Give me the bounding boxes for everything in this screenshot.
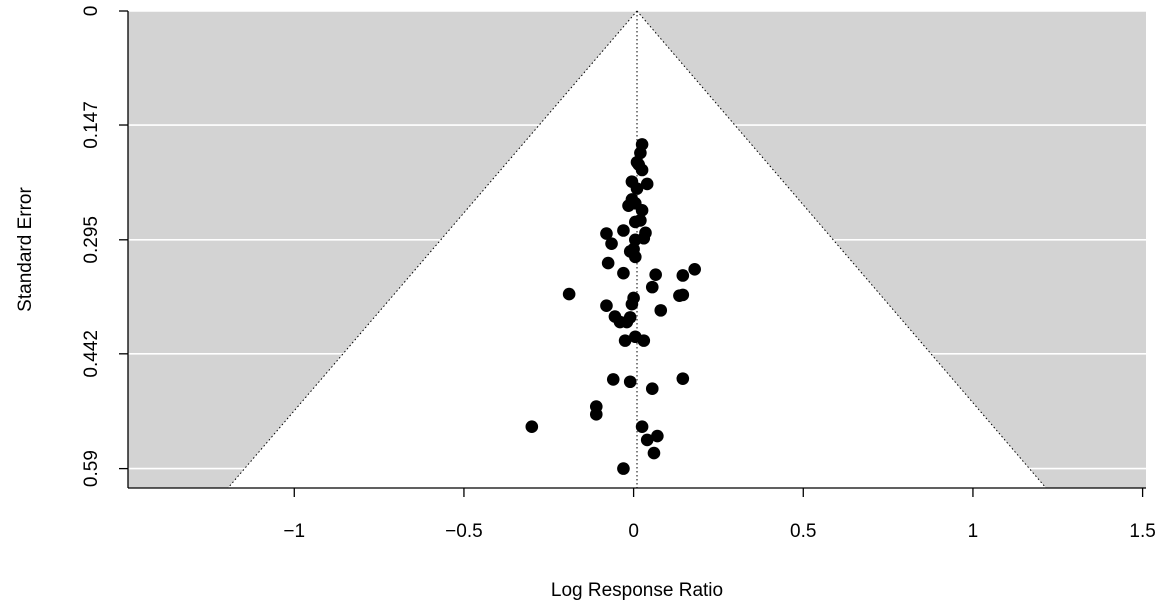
data-point bbox=[605, 237, 618, 250]
data-points bbox=[525, 138, 701, 475]
data-point bbox=[634, 214, 647, 227]
data-point bbox=[618, 334, 632, 347]
y-tick-label: 0.59 bbox=[81, 450, 102, 487]
data-point bbox=[617, 462, 630, 475]
data-point bbox=[629, 250, 642, 264]
data-point bbox=[525, 420, 539, 434]
data-point bbox=[617, 266, 630, 280]
data-point bbox=[630, 182, 644, 195]
y-axis-title: Standard Error bbox=[15, 187, 36, 312]
data-point bbox=[601, 256, 615, 270]
data-point bbox=[625, 297, 639, 311]
x-tick-label: −1 bbox=[283, 521, 305, 542]
x-tick-label: 1.5 bbox=[1129, 521, 1155, 542]
data-point bbox=[589, 408, 603, 421]
y-tick-label: 0.295 bbox=[81, 216, 102, 264]
y-tick-label: 0.442 bbox=[81, 330, 102, 378]
y-tick-label: 0.147 bbox=[81, 101, 102, 149]
data-point bbox=[637, 231, 651, 245]
data-point bbox=[617, 224, 630, 237]
funnel-left-line bbox=[227, 10, 638, 489]
funnel-right-line bbox=[636, 10, 1047, 489]
data-point bbox=[620, 315, 634, 329]
data-point bbox=[649, 268, 662, 282]
x-tick-label: 0 bbox=[628, 521, 639, 542]
x-axis-title: Log Response Ratio bbox=[551, 580, 723, 601]
data-point bbox=[600, 227, 613, 240]
data-point bbox=[651, 429, 664, 443]
data-point bbox=[635, 204, 649, 217]
data-point bbox=[676, 372, 690, 385]
data-point bbox=[622, 199, 635, 212]
data-point bbox=[632, 158, 645, 171]
data-point bbox=[647, 446, 661, 460]
data-point bbox=[676, 288, 690, 302]
data-point bbox=[654, 304, 668, 317]
x-tick-label: 1 bbox=[968, 521, 979, 542]
data-point bbox=[640, 177, 654, 191]
data-point bbox=[676, 269, 690, 282]
data-point bbox=[623, 375, 637, 389]
axes: −1 −0.5 0 0.5 1 1.5 0 0.147 0.295 0.442 0.59 bbox=[81, 6, 1156, 542]
data-point bbox=[635, 420, 649, 434]
data-point bbox=[640, 433, 654, 447]
x-tick-label: 0.5 bbox=[790, 521, 816, 542]
x-tick-label: −0.5 bbox=[445, 521, 483, 542]
data-point bbox=[645, 280, 659, 294]
funnel-boundary-lines bbox=[227, 10, 1047, 489]
data-point bbox=[637, 334, 651, 347]
data-point bbox=[688, 262, 701, 276]
data-point bbox=[645, 382, 659, 396]
data-point bbox=[606, 373, 620, 386]
data-point bbox=[562, 287, 576, 301]
y-tick-label: 0 bbox=[81, 6, 102, 17]
data-point bbox=[600, 299, 613, 313]
